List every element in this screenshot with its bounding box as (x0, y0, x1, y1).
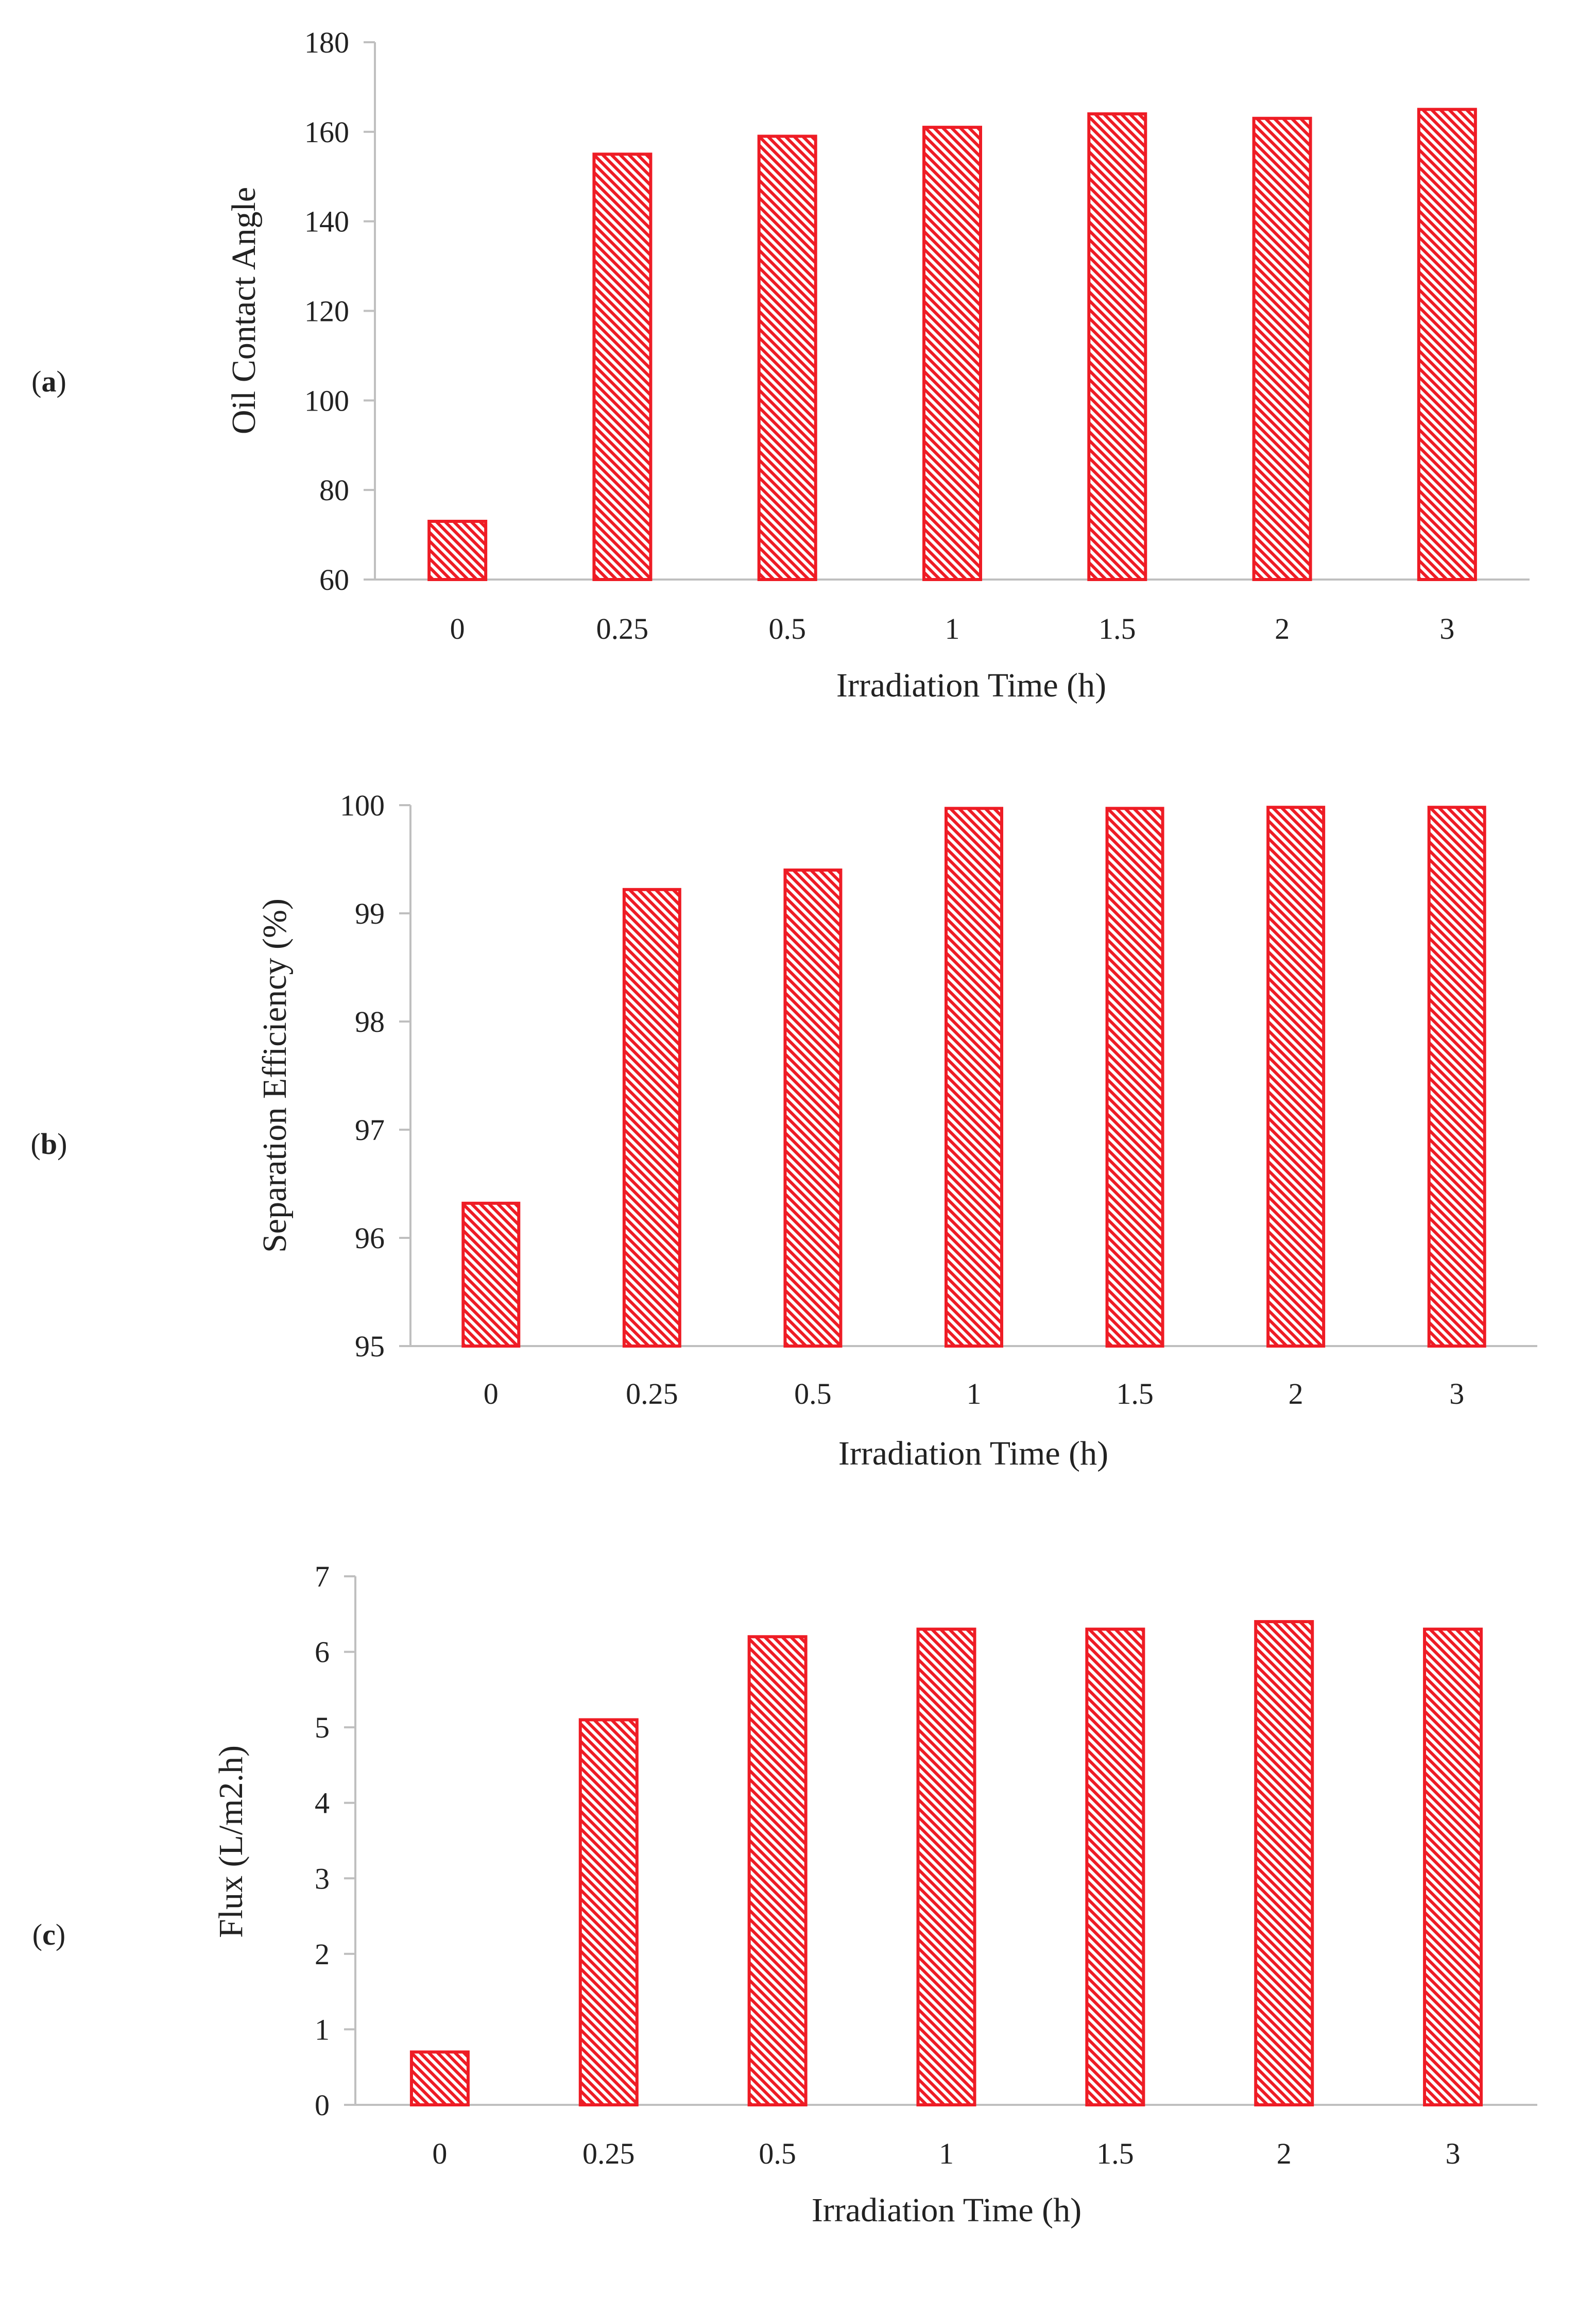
y-tick-label: 160 (304, 115, 349, 149)
y-tick-label: 140 (304, 205, 349, 239)
bar-2 (1252, 116, 1312, 581)
panel-label-a: (a) (31, 365, 66, 398)
bar-0.5 (747, 1635, 808, 2106)
x-tick-label: 3 (1449, 1377, 1464, 1410)
y-tick-label: 1 (315, 2013, 330, 2046)
y-tick-label: 0 (315, 2088, 330, 2122)
y-tick-label: 96 (355, 1221, 385, 1255)
bar-1.5 (1105, 807, 1164, 1348)
x-tick-label: 0.25 (582, 2137, 635, 2170)
x-tick-label: 1 (939, 2137, 954, 2170)
y-tick-label: 98 (355, 1005, 385, 1039)
y-tick-label: 100 (340, 789, 385, 822)
y-tick-label: 5 (315, 1711, 330, 1744)
bar-0 (427, 520, 488, 582)
bars (427, 108, 1477, 582)
x-tick-label: 0.25 (626, 1377, 678, 1410)
y-tick-label: 180 (304, 26, 349, 59)
bar-0.25 (592, 152, 653, 581)
y-tick-label: 100 (304, 384, 349, 417)
y-tick-label: 80 (319, 473, 349, 507)
x-axis-title: Irradiation Time (h) (838, 1435, 1108, 1472)
bar-2 (1254, 1620, 1314, 2106)
chart-panel-b: (b) 95 96 97 98 99 100 0 0.25 0.5 1 1.5 2 3 Separat… (31, 789, 1537, 1472)
bar-1 (916, 1627, 976, 2107)
x-axis-tick-labels: 0 0.25 0.5 1 1.5 2 3 (450, 612, 1455, 645)
bar-3 (1417, 108, 1477, 581)
bar-0.25 (578, 1718, 639, 2106)
x-tick-label: 3 (1439, 612, 1454, 645)
y-axis-ticks: 60 80 100 120 140 160 180 (304, 26, 375, 597)
y-axis-title: Flux (L/m2.h) (212, 1745, 250, 1938)
panel-label-c: (c) (32, 1918, 65, 1951)
x-tick-label: 0 (484, 1377, 499, 1410)
chart-panel-c: (c) 0 1 2 3 4 5 6 7 0 0.25 0.5 1 1.5 2 3 Flux (L/m2.h… (32, 1560, 1537, 2229)
bar-1.5 (1087, 112, 1147, 582)
x-tick-label: 1 (967, 1377, 982, 1410)
y-tick-label: 3 (315, 1862, 330, 1895)
y-axis-ticks: 95 96 97 98 99 100 (340, 789, 410, 1363)
x-tick-label: 0.5 (759, 2137, 796, 2170)
x-axis-tick-labels: 0 0.25 0.5 1 1.5 2 3 (432, 2137, 1460, 2170)
x-tick-label: 0.5 (794, 1377, 832, 1410)
y-tick-label: 99 (355, 897, 385, 930)
y-tick-label: 60 (319, 563, 349, 597)
bars (409, 1620, 1483, 2107)
y-axis-title: Oil Contact Angle (225, 187, 263, 434)
x-tick-label: 1.5 (1099, 612, 1136, 645)
x-tick-label: 1.5 (1096, 2137, 1134, 2170)
bar-0.5 (757, 134, 817, 581)
x-axis-title: Irradiation Time (h) (812, 2191, 1082, 2229)
panel-label-b: (b) (31, 1127, 67, 1161)
x-tick-label: 0 (450, 612, 465, 645)
x-tick-label: 0.25 (596, 612, 649, 645)
x-axis-title: Irradiation Time (h) (836, 667, 1106, 704)
x-tick-label: 0.5 (768, 612, 806, 645)
x-tick-label: 1 (945, 612, 960, 645)
x-tick-label: 2 (1289, 1377, 1303, 1410)
y-tick-label: 95 (355, 1330, 385, 1363)
y-tick-label: 7 (315, 1560, 330, 1593)
bar-1 (945, 807, 1003, 1348)
bar-3 (1423, 1627, 1483, 2107)
y-tick-label: 6 (315, 1636, 330, 1669)
bar-2 (1266, 806, 1326, 1348)
bar-0 (409, 2050, 470, 2106)
x-tick-label: 2 (1277, 2137, 1292, 2170)
y-tick-label: 4 (315, 1786, 330, 1820)
x-tick-label: 0 (432, 2137, 447, 2170)
bar-1.5 (1085, 1627, 1145, 2107)
x-tick-label: 1.5 (1116, 1377, 1154, 1410)
chart-panel-a: (a) 60 80 100 120 140 160 180 0 0.25 0.5 1 1.5 2 3 O… (31, 26, 1530, 704)
x-tick-label: 3 (1446, 2137, 1461, 2170)
y-tick-label: 97 (355, 1113, 385, 1147)
bar-1 (922, 126, 982, 581)
bars (461, 806, 1486, 1348)
bar-0.25 (622, 888, 681, 1348)
bar-0.5 (783, 869, 843, 1348)
x-tick-label: 2 (1275, 612, 1290, 645)
y-axis-ticks: 0 1 2 3 4 5 6 7 (315, 1560, 355, 2122)
bar-0 (461, 1201, 521, 1348)
y-tick-label: 120 (304, 295, 349, 328)
bar-3 (1427, 806, 1486, 1348)
x-axis-tick-labels: 0 0.25 0.5 1 1.5 2 3 (484, 1377, 1464, 1410)
y-tick-label: 2 (315, 1937, 330, 1971)
y-axis-title: Separation Efficiency (%) (256, 898, 294, 1253)
